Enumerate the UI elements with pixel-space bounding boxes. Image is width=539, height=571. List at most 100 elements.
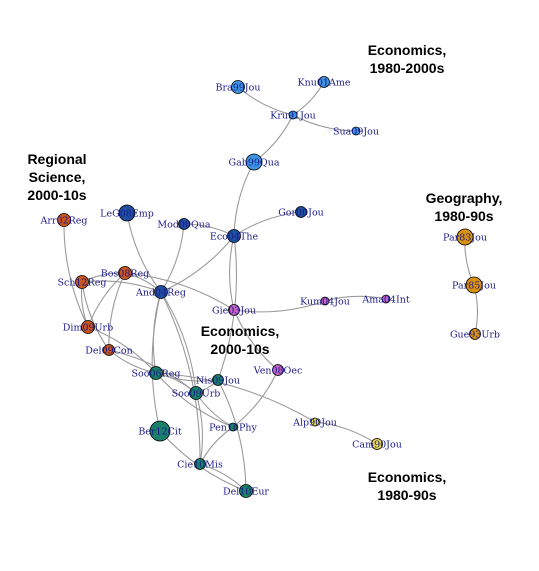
node-circle[interactable] xyxy=(231,80,245,94)
cluster-label-line: Economics, xyxy=(201,323,280,339)
node-gue[interactable]: Gue93Urb xyxy=(450,328,500,341)
node-soo2[interactable]: Soo09Urb xyxy=(172,386,221,400)
node-sua[interactable]: Sua09Jou xyxy=(333,127,379,138)
node-nis[interactable]: Nis09Jou xyxy=(196,374,240,387)
edge-alp-cam xyxy=(314,421,378,445)
node-circle[interactable] xyxy=(227,229,241,243)
node-circle[interactable] xyxy=(295,206,307,218)
edge-eco-and xyxy=(160,235,235,293)
edge-gab-eco xyxy=(233,161,255,237)
node-circle[interactable] xyxy=(118,266,132,280)
node-circle[interactable] xyxy=(57,213,71,227)
node-alp[interactable]: Alp90Jou xyxy=(292,418,337,429)
node-label: Ama04Int xyxy=(361,295,409,306)
node-mod[interactable]: Mod00Qua xyxy=(157,218,211,231)
cluster-label-line: 1980-90s xyxy=(377,487,436,503)
node-label: Eco04The xyxy=(210,232,259,243)
node-cie[interactable]: Cie10Mis xyxy=(177,458,223,471)
node-label: Gie03Jou xyxy=(212,306,256,317)
node-ven[interactable]: Ven08Oec xyxy=(253,364,303,377)
edge-gie-ven xyxy=(233,309,279,371)
node-label: Dim09Urb xyxy=(63,323,113,334)
node-circle[interactable] xyxy=(228,422,238,432)
node-sch[interactable]: Sch12Reg xyxy=(58,275,107,289)
edge-and-ber xyxy=(151,291,162,432)
node-circle[interactable] xyxy=(154,285,168,299)
edge-eco-gie xyxy=(229,235,235,311)
node-label: LeG08Emp xyxy=(100,209,154,220)
node-and[interactable]: And04Reg xyxy=(135,285,186,299)
edge-kru-sua xyxy=(292,114,357,132)
node-circle[interactable] xyxy=(239,484,253,498)
node-circle[interactable] xyxy=(320,296,330,306)
node-label: Gue93Urb xyxy=(450,330,500,341)
node-circle[interactable] xyxy=(456,228,474,246)
node-kum[interactable]: Kum04Jou xyxy=(300,297,350,308)
node-gor[interactable]: Gor00Jou xyxy=(278,206,324,219)
node-eco[interactable]: Eco04The xyxy=(210,229,259,243)
node-bos[interactable]: Bos08Reg xyxy=(101,266,150,280)
node-knu1[interactable]: Knu01Ame xyxy=(298,76,351,89)
node-label: Mod00Qua xyxy=(157,220,211,231)
node-del2[interactable]: Del10Eur xyxy=(223,484,269,498)
node-par85[interactable]: Par85Jou xyxy=(452,276,496,294)
node-kru[interactable]: Kru91Jou xyxy=(270,111,316,122)
node-circle[interactable] xyxy=(178,218,190,230)
node-circle[interactable] xyxy=(118,204,136,222)
edge-soo1-pen xyxy=(155,372,234,428)
node-gie[interactable]: Gie03Jou xyxy=(212,304,256,317)
edge-and-cie xyxy=(160,291,201,465)
node-circle[interactable] xyxy=(381,294,391,304)
node-circle[interactable] xyxy=(465,276,483,294)
node-circle[interactable] xyxy=(189,386,203,400)
cluster-label-line: 2000-10s xyxy=(27,187,86,203)
node-leg[interactable]: LeG08Emp xyxy=(100,204,154,222)
node-label: Soo09Urb xyxy=(172,389,221,400)
node-ama[interactable]: Ama04Int xyxy=(361,295,409,306)
node-circle[interactable] xyxy=(149,366,163,380)
node-label: Kum04Jou xyxy=(300,297,350,308)
node-circle[interactable] xyxy=(469,328,481,340)
node-circle[interactable] xyxy=(351,126,361,136)
node-circle[interactable] xyxy=(75,275,89,289)
node-circle[interactable] xyxy=(228,304,240,316)
node-dim[interactable]: Dim09Urb xyxy=(63,320,113,334)
node-circle[interactable] xyxy=(81,320,95,334)
node-circle[interactable] xyxy=(245,153,263,171)
node-par83[interactable]: Par83Jou xyxy=(443,228,487,246)
node-circle[interactable] xyxy=(103,344,115,356)
node-circle[interactable] xyxy=(149,420,171,442)
edge-sch-del xyxy=(81,281,110,351)
edge-dim-soo1 xyxy=(87,326,157,374)
cluster-label-line: Economics, xyxy=(368,42,447,58)
node-ber[interactable]: Ber12Cit xyxy=(138,420,182,442)
node-pen[interactable]: Pen10Phy xyxy=(209,423,257,434)
edge-ven-pen xyxy=(232,369,279,428)
edge-nis-del2 xyxy=(217,379,247,492)
edges-layer xyxy=(63,81,478,492)
node-soo1[interactable]: Soo06Reg xyxy=(132,366,181,380)
node-circle[interactable] xyxy=(212,374,224,386)
node-arr[interactable]: Arr02Reg xyxy=(40,213,88,227)
node-bra[interactable]: Bra99Jou xyxy=(216,80,261,94)
node-del[interactable]: Del09Con xyxy=(85,344,133,357)
node-circle[interactable] xyxy=(371,438,383,450)
node-gab[interactable]: Gab99Qua xyxy=(229,153,280,171)
node-label: Knu01Ame xyxy=(298,78,351,89)
node-circle[interactable] xyxy=(318,76,330,88)
node-label: Par83Jou xyxy=(443,233,487,244)
node-label: Alp90Jou xyxy=(292,418,337,429)
cluster-label-line: Economics, xyxy=(368,469,447,485)
edge-and-soo2 xyxy=(160,291,197,394)
node-circle[interactable] xyxy=(310,417,320,427)
node-label: Cie10Mis xyxy=(177,460,223,471)
node-circle[interactable] xyxy=(272,364,284,376)
node-circle[interactable] xyxy=(194,458,206,470)
node-label: Gab99Qua xyxy=(229,158,280,169)
node-label: Soo06Reg xyxy=(132,369,181,380)
node-cam[interactable]: Cam90Jou xyxy=(352,438,402,451)
cluster-label-c4: Economics, 2000-10s xyxy=(201,323,280,357)
node-circle[interactable] xyxy=(288,110,298,120)
node-label: Ber12Cit xyxy=(138,427,182,438)
